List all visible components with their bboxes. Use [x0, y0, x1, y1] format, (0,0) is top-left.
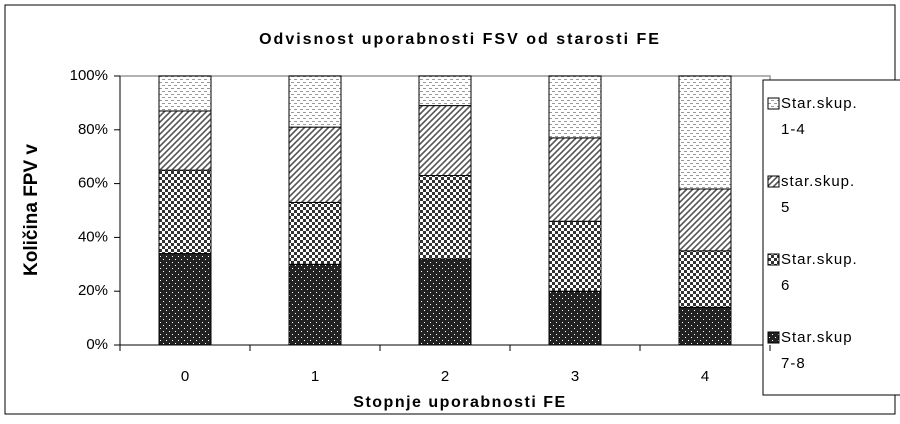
bar-segment: [418, 258, 472, 346]
legend-item: Star.skup. 1-4: [781, 95, 858, 138]
legend-marker: [767, 175, 780, 188]
bar-segment: [678, 250, 732, 308]
bar-segment: [418, 75, 472, 107]
bar-segment: [288, 263, 342, 346]
x-tick-label: 1: [311, 368, 319, 385]
legend-item: Star.skup 7-8: [781, 329, 853, 372]
legend-label: star.skup. 5: [781, 173, 856, 216]
bar-segment: [678, 188, 732, 252]
x-tick-label: 2: [441, 368, 449, 385]
bar-segment: [678, 306, 732, 346]
x-tick-label: 0: [181, 368, 189, 385]
y-tick-label: 20%: [78, 282, 108, 299]
legend-label: Star.skup 7-8: [781, 329, 853, 372]
legend-marker: [767, 97, 780, 110]
bar-segment: [158, 75, 212, 112]
bar-segment: [548, 290, 602, 346]
bar-segment: [288, 75, 342, 128]
x-tick-label: 4: [701, 368, 709, 385]
legend-marker: [767, 253, 780, 266]
bar-segment: [548, 75, 602, 139]
bar-segment: [548, 137, 602, 222]
y-tick-label: 80%: [78, 121, 108, 138]
chart-title: Odvisnost uporabnosti FSV od starosti FE: [259, 31, 661, 48]
legend-label: Star.skup. 6: [781, 251, 858, 294]
y-tick-label: 40%: [78, 228, 108, 245]
bar-segment: [158, 169, 212, 255]
y-tick-label: 100%: [70, 67, 108, 84]
bar-segment: [418, 105, 472, 177]
y-tick-label: 60%: [78, 175, 108, 192]
legend-item: star.skup. 5: [781, 173, 856, 216]
legend-box: [762, 79, 900, 396]
bar-segment: [158, 110, 212, 171]
x-tick-label: 3: [571, 368, 579, 385]
legend-marker: [767, 331, 780, 344]
bar-segment: [548, 220, 602, 292]
x-axis-label: Stopnje uporabnosti FE: [353, 394, 566, 411]
bar-segment: [158, 253, 212, 346]
legend-label: Star.skup. 1-4: [781, 95, 858, 138]
bar-segment: [678, 75, 732, 190]
bar-segment: [288, 126, 342, 203]
y-tick-label: 0%: [86, 336, 108, 353]
bar-segment: [288, 201, 342, 265]
legend-item: Star.skup. 6: [781, 251, 858, 294]
y-axis-label: Količina FPV v: [21, 144, 42, 276]
bar-segment: [418, 175, 472, 260]
